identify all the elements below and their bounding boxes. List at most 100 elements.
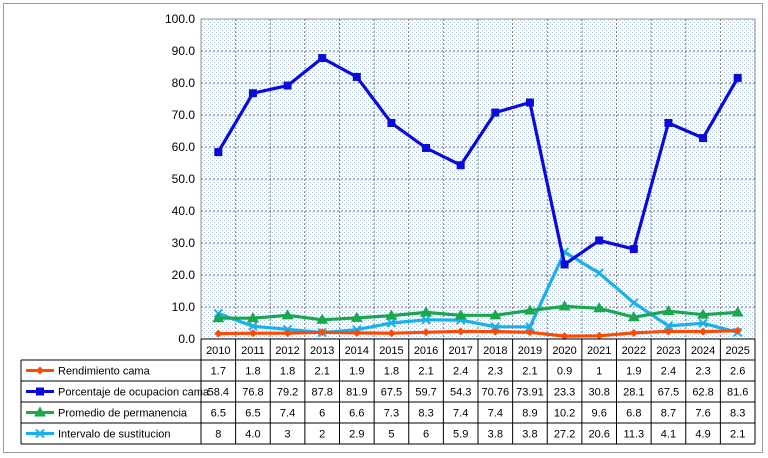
data-point xyxy=(316,313,329,324)
data-label: 4.9 xyxy=(695,429,710,441)
x-tick-label: 2020 xyxy=(552,345,576,357)
y-tick-label: 0.0 xyxy=(178,332,195,346)
data-label: 2.1 xyxy=(315,366,330,378)
data-label: 5 xyxy=(388,429,394,441)
x-tick-label: 2016 xyxy=(414,345,438,357)
data-label: 10.2 xyxy=(554,408,575,420)
data-label: 2.4 xyxy=(661,366,676,378)
data-point xyxy=(214,329,223,338)
series-0 xyxy=(214,326,742,341)
y-tick-label: 60.0 xyxy=(172,140,196,154)
data-point xyxy=(34,406,46,417)
x-tick-label: 2019 xyxy=(518,345,542,357)
data-label: 67.5 xyxy=(658,387,679,399)
data-label: 81.9 xyxy=(346,387,367,399)
data-point xyxy=(558,300,571,311)
x-tick-label: 2013 xyxy=(310,345,334,357)
data-point xyxy=(318,328,327,337)
series-line xyxy=(218,304,738,322)
data-point xyxy=(664,119,673,127)
data-label: 81.6 xyxy=(727,387,748,399)
y-tick-label: 100.0 xyxy=(165,12,195,26)
data-point xyxy=(387,329,396,338)
data-label: 58.4 xyxy=(208,387,229,399)
data-label: 27.2 xyxy=(554,429,575,441)
data-label: 7.6 xyxy=(695,408,710,420)
data-label: 3.8 xyxy=(522,429,537,441)
data-label: 6.5 xyxy=(245,408,260,420)
y-tick-label: 20.0 xyxy=(172,268,196,282)
data-label: 1.8 xyxy=(280,366,295,378)
data-point xyxy=(283,329,292,338)
data-point xyxy=(594,268,604,278)
data-point xyxy=(422,328,431,337)
data-point xyxy=(593,302,606,313)
data-point xyxy=(350,311,363,322)
data-point xyxy=(212,312,225,323)
x-tick-label: 2025 xyxy=(725,345,749,357)
data-label: 7.4 xyxy=(280,408,295,420)
data-label: 54.3 xyxy=(450,387,471,399)
data-point xyxy=(699,134,708,143)
data-point xyxy=(525,322,535,332)
data-label: 6.8 xyxy=(626,408,641,420)
data-label: 2.1 xyxy=(522,366,537,378)
data-label: 8.3 xyxy=(730,408,745,420)
data-label: 3 xyxy=(285,429,291,441)
data-point xyxy=(491,108,500,117)
data-label: 7.4 xyxy=(453,408,468,420)
data-label: 8 xyxy=(215,429,221,441)
data-point xyxy=(629,298,639,308)
series-line xyxy=(218,329,738,338)
x-tick-label: 2022 xyxy=(622,345,646,357)
data-point xyxy=(525,328,534,337)
legend-key xyxy=(26,366,54,375)
y-tick-label: 50.0 xyxy=(172,172,196,186)
x-tick-label: 2021 xyxy=(587,345,611,357)
data-label: 20.6 xyxy=(588,429,609,441)
data-label: 1.8 xyxy=(245,366,260,378)
data-label: 1.7 xyxy=(211,366,226,378)
data-label: 76.8 xyxy=(242,387,263,399)
data-point xyxy=(386,318,397,328)
legend-label: Porcentaje de ocupacion cama xyxy=(58,387,210,399)
data-point xyxy=(663,321,674,331)
data-label: 1.8 xyxy=(384,366,399,378)
data-point xyxy=(560,332,569,341)
x-tick-label: 2015 xyxy=(379,345,403,357)
data-label: 5.9 xyxy=(453,429,468,441)
data-point xyxy=(35,428,45,439)
legend-key xyxy=(26,406,54,417)
data-point xyxy=(733,73,742,82)
data-label: 6.5 xyxy=(211,408,226,420)
data-point xyxy=(629,328,638,337)
data-point xyxy=(697,308,710,319)
data-point xyxy=(489,309,502,320)
data-point xyxy=(662,305,675,316)
legend-label: Intervalo de sustitucion xyxy=(58,429,171,441)
data-label: 79.2 xyxy=(277,387,298,399)
x-tick-label: 2017 xyxy=(448,345,472,357)
data-point xyxy=(248,89,257,98)
x-tick-label: 2011 xyxy=(241,345,265,357)
data-label: 3.8 xyxy=(488,429,503,441)
data-point xyxy=(248,321,258,331)
data-point xyxy=(456,161,465,170)
data-point xyxy=(456,327,465,336)
data-label: 4.1 xyxy=(661,429,676,441)
data-label: 28.1 xyxy=(623,387,644,399)
data-point xyxy=(214,148,223,157)
data-point xyxy=(523,304,536,315)
data-point xyxy=(698,318,708,329)
data-point xyxy=(281,309,294,320)
data-label: 2.3 xyxy=(488,366,503,378)
data-label: 2.1 xyxy=(418,366,433,378)
data-label: 59.7 xyxy=(415,387,436,399)
x-tick-label: 2023 xyxy=(656,345,680,357)
data-point xyxy=(248,329,257,338)
data-point xyxy=(595,331,604,340)
data-label: 1.9 xyxy=(626,366,641,378)
data-point xyxy=(699,327,708,336)
data-label: 8.9 xyxy=(522,408,537,420)
